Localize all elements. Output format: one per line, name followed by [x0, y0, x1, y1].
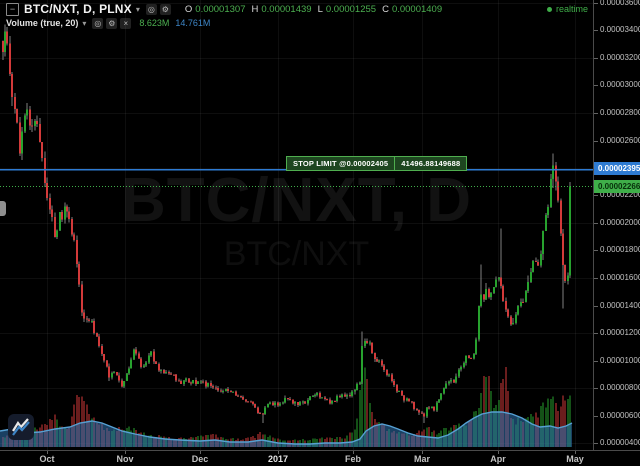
- volume-visibility-icon[interactable]: ◎: [92, 17, 104, 29]
- volume-remove-icon[interactable]: ×: [120, 17, 132, 29]
- price-tick-mark: [594, 141, 598, 142]
- price-tick-mark: [594, 250, 598, 251]
- chevron-down-icon[interactable]: ▾: [135, 4, 140, 14]
- low-value: 0.00001255: [325, 3, 377, 15]
- time-tick-label: 2017: [267, 454, 289, 464]
- symbol-visibility-icon[interactable]: ◎: [145, 3, 157, 15]
- time-tick-label: Dec: [191, 454, 209, 464]
- price-tick-mark: [594, 113, 598, 114]
- price-tick-label: 0.00002800: [600, 108, 640, 117]
- stop-limit-order-quantity: 41496.88149688: [394, 157, 466, 170]
- chart-legend: − BTC/NXT, D, PLNX ▾ ◎ ⚙ O 0.00001307 H 0.0…: [6, 2, 442, 30]
- volume-indicator-row: Volume (true, 20) ▾ ◎ ⚙ × 8.623M 14.761M: [6, 16, 442, 30]
- time-tick-mark: [200, 451, 201, 454]
- chart-pane[interactable]: BTC/NXT, D BTC/NXT − BTC/NXT, D, PLNX ▾ …: [0, 0, 593, 450]
- time-tick-mark: [575, 451, 576, 454]
- ohlc-readout: O 0.00001307 H 0.00001439 L 0.00001255 C 0.0000…: [179, 4, 442, 15]
- stop-limit-order-text: STOP LIMIT @0.00002405: [293, 159, 389, 168]
- time-tick-label: Oct: [39, 454, 55, 464]
- symbol-legend-row: − BTC/NXT, D, PLNX ▾ ◎ ⚙ O 0.00001307 H 0.0…: [6, 2, 442, 16]
- realtime-dot-icon: [546, 6, 552, 12]
- price-tick-label: 0.00000400: [600, 438, 640, 447]
- price-tick-label: 0.00001800: [600, 245, 640, 254]
- realtime-status: realtime: [546, 4, 588, 14]
- price-tick-mark: [594, 333, 598, 334]
- price-tick-label: 0.00000600: [600, 411, 640, 420]
- time-tick-label: Mar: [413, 454, 431, 464]
- high-label: H: [251, 3, 259, 15]
- price-tick-mark: [594, 85, 598, 86]
- collapse-legend-icon[interactable]: −: [6, 2, 19, 16]
- time-tick-mark: [353, 451, 354, 454]
- stop-limit-order-label[interactable]: STOP LIMIT @0.00002405 41496.88149688: [286, 156, 468, 171]
- open-value: 0.00001307: [195, 3, 246, 15]
- time-tick-label: May: [566, 454, 584, 464]
- time-tick-mark: [498, 451, 499, 454]
- price-tick-mark: [594, 306, 598, 307]
- tradingview-logo[interactable]: [8, 414, 34, 440]
- open-label: O: [184, 3, 193, 15]
- time-tick-mark: [422, 451, 423, 454]
- time-tick-mark: [278, 451, 279, 454]
- price-axis[interactable]: 0.00002395 0.00002266 0.00003600 0.000034…: [593, 0, 640, 450]
- price-tick-label: 0.00001000: [600, 356, 640, 365]
- volume-ma-value: 14.761M: [175, 18, 211, 28]
- price-tick-mark: [594, 58, 598, 59]
- volume-settings-gear-icon[interactable]: ⚙: [106, 17, 118, 29]
- price-tick-label: 0.00001400: [600, 301, 640, 310]
- price-tick-label: 0.00002200: [600, 190, 640, 199]
- price-tick-mark: [594, 278, 598, 279]
- time-tick-mark: [125, 451, 126, 454]
- price-tick-mark: [594, 388, 598, 389]
- chevron-down-icon[interactable]: ▾: [82, 18, 87, 28]
- stop-limit-price-tag[interactable]: 0.00002395: [594, 162, 640, 175]
- time-tick-mark: [47, 451, 48, 454]
- price-tick-label: 0.00000800: [600, 383, 640, 392]
- close-label: C: [382, 3, 389, 15]
- price-tick-mark: [594, 443, 598, 444]
- high-value: 0.00001439: [261, 3, 312, 15]
- price-tick-label: 0.00001600: [600, 273, 640, 282]
- last-price-tag: 0.00002266: [594, 180, 640, 193]
- time-axis[interactable]: Oct Nov Dec 2017 Feb Mar Apr May: [0, 450, 640, 466]
- price-tick-mark: [594, 195, 598, 196]
- price-tick-label: 0.00002000: [600, 218, 640, 227]
- realtime-label: realtime: [555, 4, 588, 14]
- low-label: L: [317, 3, 323, 15]
- candlestick-chart-canvas[interactable]: [0, 0, 593, 450]
- time-tick-label: Feb: [344, 454, 362, 464]
- time-tick-label: Nov: [116, 454, 134, 464]
- left-edge-handle[interactable]: [0, 201, 6, 216]
- price-tick-mark: [594, 416, 598, 417]
- time-tick-label: Apr: [490, 454, 506, 464]
- volume-indicator-title[interactable]: Volume (true, 20): [6, 18, 79, 28]
- symbol-title[interactable]: BTC/NXT, D, PLNX: [24, 2, 132, 16]
- symbol-settings-gear-icon[interactable]: ⚙: [159, 3, 171, 15]
- close-value: 0.00001409: [391, 3, 443, 15]
- price-tick-label: 0.00002600: [600, 136, 640, 145]
- price-tick-label: 0.00003400: [600, 25, 640, 34]
- price-tick-label: 0.00003000: [600, 80, 640, 89]
- price-tick-label: 0.00003200: [600, 53, 640, 62]
- price-tick-mark: [594, 223, 598, 224]
- price-tick-label: 0.00003600: [600, 0, 640, 7]
- price-tick-mark: [594, 361, 598, 362]
- price-tick-mark: [594, 30, 598, 31]
- volume-current-value: 8.623M: [139, 18, 170, 28]
- price-tick-mark: [594, 3, 598, 4]
- price-tick-label: 0.00001200: [600, 328, 640, 337]
